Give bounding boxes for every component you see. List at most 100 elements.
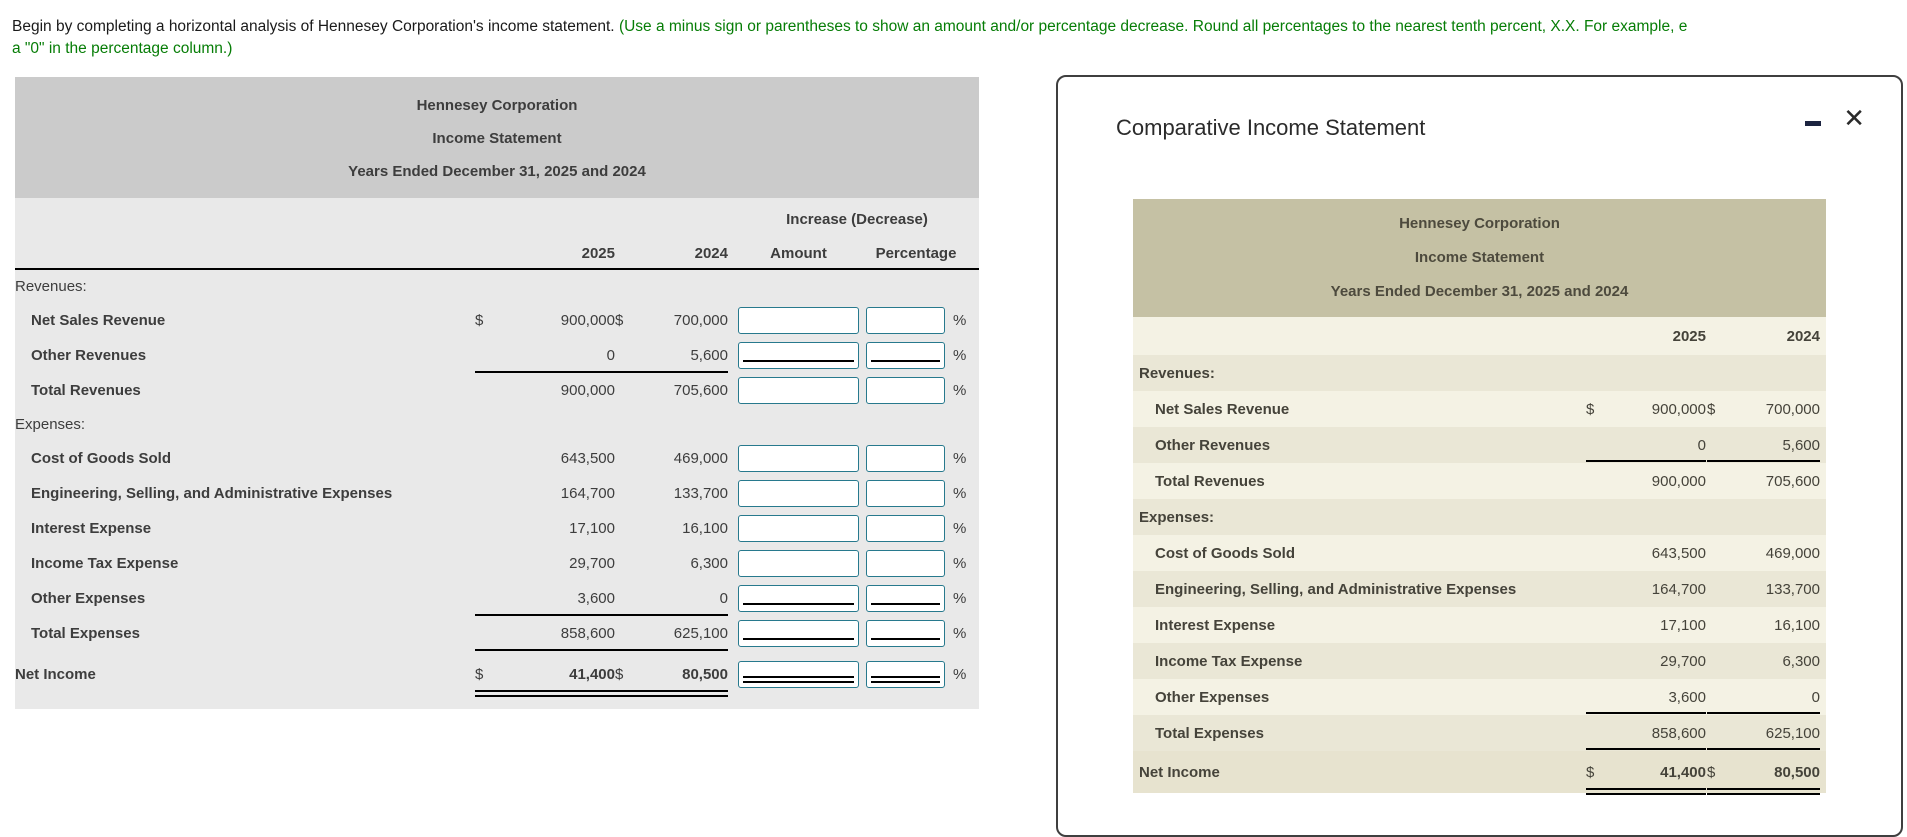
statement-row: Revenues: [1133,355,1826,391]
statement-row: Net Sales Revenue $900,000 $700,000 [1133,391,1826,427]
value-2025: 643,500 [475,446,615,472]
amount-input[interactable] [738,342,859,369]
percent-sign: % [953,625,967,642]
row-label: Revenues: [1139,364,1215,382]
value-text: 164,700 [560,485,615,502]
instructions-line-2: a "0" in the percentage column.) [12,40,233,57]
value-text: 643,500 [1651,544,1706,562]
statement-name: Income Statement [1414,249,1545,266]
value-text: 41,400 [569,665,615,683]
comparative-income-statement-table: Hennesey Corporation Income Statement Ye… [1133,199,1826,795]
worksheet-row: Total Expenses 858,600 625,100% [15,616,979,651]
value-text: 17,100 [569,520,615,537]
amount-input[interactable] [738,660,859,688]
value-text: 858,600 [560,625,615,642]
percentage-input-wrap [866,342,945,369]
value-2024: $700,000 [615,308,728,334]
value-2024: 16,100 [1707,612,1820,638]
value-2025: 643,500 [1586,540,1706,566]
value-text: 133,700 [1765,580,1820,598]
worksheet-row: Expenses: [15,408,979,441]
percentage-input[interactable] [866,515,945,542]
percent-sign: % [953,555,967,572]
row-label: Net Income [1139,763,1220,781]
amount-input[interactable] [738,550,859,577]
percent-sign: % [953,450,967,467]
value-2025: $900,000 [1586,396,1706,422]
value-text: 900,000 [1651,472,1706,490]
value-2024: 625,100 [615,621,728,651]
value-2025: 29,700 [1586,648,1706,674]
worksheet-row: Engineering, Selling, and Administrative… [15,476,979,511]
percentage-input[interactable] [866,585,945,612]
value-2025: 3,600 [1586,684,1706,714]
amount-input[interactable] [738,377,859,404]
percentage-input-wrap [866,550,945,577]
value-text: 700,000 [1765,400,1820,418]
value-2024: 469,000 [1707,540,1820,566]
amount-input[interactable] [738,585,859,612]
value-text: 469,000 [1765,544,1820,562]
value-text: 700,000 [673,312,728,329]
row-label: Income Tax Expense [1155,652,1303,670]
value-text: 0 [606,347,615,364]
percentage-input[interactable] [866,307,945,334]
value-2024: 705,600 [615,378,728,404]
statement-row: Interest Expense 17,100 16,100 [1133,607,1826,643]
statement-row: Engineering, Selling, and Administrative… [1133,571,1826,607]
amount-input[interactable] [738,445,859,472]
year-header-row: 2025 2024 [1133,317,1826,355]
company-name: Hennesey Corporation [416,97,578,114]
value-2025: $900,000 [475,308,615,334]
percentage-input[interactable] [866,550,945,577]
value-text: 705,600 [673,382,728,399]
value-2025: 3,600 [475,586,615,616]
value-2024: $80,500 [1707,759,1820,795]
instruction-text: Begin by completing a horizontal analysi… [12,18,615,35]
percentage-input[interactable] [866,377,945,404]
worksheet-row: Net Sales Revenue $900,000 $700,000% [15,303,979,338]
amount-input[interactable] [738,480,859,507]
statement-period: Years Ended December 31, 2025 and 2024 [1330,283,1629,300]
value-text: 0 [1697,436,1706,454]
row-label: Total Expenses [31,625,140,642]
amount-input-wrap [738,307,859,334]
row-label: Income Tax Expense [31,555,179,572]
comparative-income-statement-dialog: Comparative Income Statement ✕ Hennesey … [1056,75,1903,837]
amount-input[interactable] [738,620,859,647]
row-label: Expenses: [15,416,86,433]
dollar-sign: $ [1707,400,1716,418]
value-text: 5,600 [1782,436,1820,454]
amount-input[interactable] [738,307,859,334]
value-2024: 6,300 [1707,648,1820,674]
value-text: 41,400 [1660,763,1706,781]
percentage-input[interactable] [866,480,945,507]
value-2025: 164,700 [1586,576,1706,602]
amount-input[interactable] [738,515,859,542]
value-text: 5,600 [690,347,728,364]
dollar-sign: $ [475,312,484,329]
statement-row: Total Expenses 858,600 625,100 [1133,715,1826,751]
close-icon[interactable]: ✕ [1843,103,1865,133]
percentage-input[interactable] [866,445,945,472]
instructions-line-1: Begin by completing a horizontal analysi… [12,16,1907,38]
value-text: 643,500 [560,450,615,467]
percentage-input[interactable] [866,342,945,369]
company-name: Hennesey Corporation [1399,215,1560,232]
minimize-icon[interactable] [1805,121,1821,126]
value-text: 6,300 [1782,652,1820,670]
value-text: 164,700 [1651,580,1706,598]
row-label: Net Sales Revenue [1155,400,1290,418]
percentage-input-wrap [866,307,945,334]
percentage-input[interactable] [866,620,945,647]
percentage-input-wrap [866,515,945,542]
percentage-input[interactable] [866,660,945,688]
value-2025: 164,700 [475,481,615,507]
percent-sign: % [953,665,967,683]
column-header-2025: 2025 [1672,327,1706,345]
value-2024: 6,300 [615,551,728,577]
percent-sign: % [953,312,967,329]
percentage-input-wrap [866,585,945,612]
instructions: Begin by completing a horizontal analysi… [12,16,1907,60]
value-2024: 469,000 [615,446,728,472]
